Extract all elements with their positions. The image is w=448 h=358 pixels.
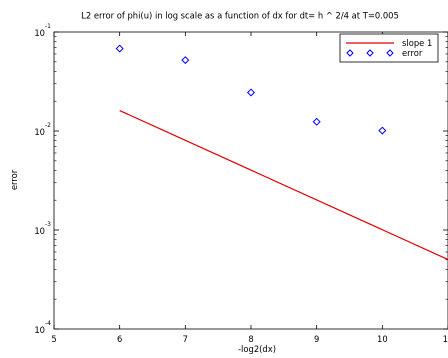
x-tick-label: 11 — [443, 334, 448, 344]
series-layer — [115, 44, 448, 261]
x-tick-label: 10 — [377, 334, 388, 344]
error-point — [312, 117, 321, 126]
y-tick-label: 10-4 — [34, 320, 51, 335]
x-axis-label: -log2(dx) — [238, 344, 276, 354]
series-line-slope-1 — [119, 109, 448, 261]
legend-label: error — [402, 48, 423, 58]
x-axis-ticks: 5 6 7 8 9 10 11 — [51, 32, 448, 344]
axes-box — [53, 31, 448, 330]
x-tick-label: 8 — [248, 334, 253, 344]
x-tick-label: 7 — [183, 334, 188, 344]
legend-box — [339, 33, 439, 63]
y-tick-base: 10 — [34, 226, 45, 236]
y-tick-label: 10-1 — [34, 23, 51, 38]
y-tick-exponent: -3 — [45, 221, 51, 228]
y-tick-label: 10-2 — [34, 122, 51, 137]
y-tick-exponent: -4 — [45, 320, 51, 327]
error-point — [181, 56, 190, 65]
error-point — [246, 88, 256, 97]
legend-label: slope 1 — [402, 38, 432, 48]
y-tick-exponent: -2 — [45, 122, 51, 129]
y-axis-label: error — [9, 169, 19, 190]
error-point — [378, 126, 387, 135]
x-tick-label: 9 — [314, 334, 319, 344]
error-point — [115, 44, 124, 53]
y-tick-base: 10 — [34, 28, 45, 38]
x-tick-label: 6 — [117, 334, 122, 344]
y-tick-base: 10 — [34, 325, 45, 335]
legend-swatch-diamond — [366, 49, 374, 57]
legend-swatch-diamond — [346, 49, 354, 57]
y-tick-exponent: -1 — [45, 23, 51, 30]
y-tick-base: 10 — [34, 127, 45, 137]
y-tick-label: 10-3 — [34, 221, 51, 236]
chart-title: L2 error of phi(u) in log scale as a fun… — [81, 11, 399, 21]
x-tick-label: 5 — [51, 334, 56, 344]
legend-swatch-diamond — [386, 49, 394, 57]
